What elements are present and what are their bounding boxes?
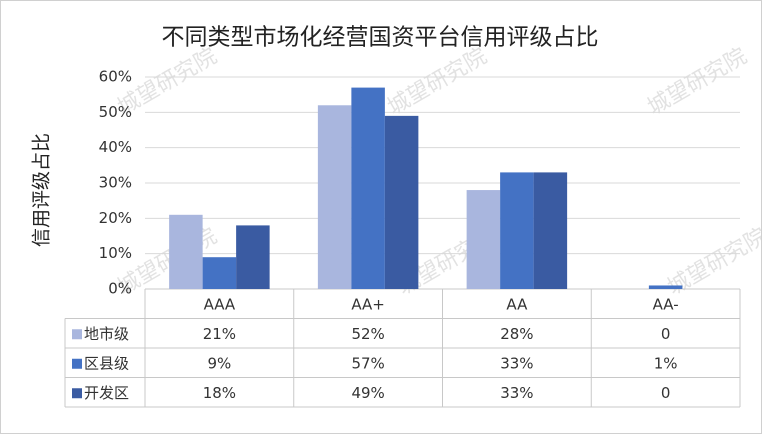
bar [466, 190, 501, 289]
x-tick-label: AA- [653, 295, 679, 313]
table-value: 0 [661, 325, 671, 343]
x-tick-label: AA+ [351, 295, 385, 313]
bar [317, 105, 352, 290]
y-axis-title: 信用评级占比 [31, 133, 53, 247]
bar [384, 115, 419, 289]
bar [351, 87, 385, 289]
y-tick-label: 50% [99, 103, 132, 121]
table-value: 28% [500, 325, 533, 343]
y-tick-label: 10% [99, 244, 132, 262]
table-value: 9% [207, 354, 231, 372]
bar [533, 172, 568, 289]
y-tick-label: 60% [99, 68, 132, 86]
legend-label: 地市级 [84, 325, 129, 343]
bar [500, 172, 534, 289]
legend-swatch [72, 388, 82, 399]
legend-label: 开发区 [84, 384, 129, 402]
table-value: 52% [351, 325, 384, 343]
bar [202, 257, 237, 289]
y-tick-label: 20% [99, 209, 132, 227]
table-value: 18% [203, 384, 236, 402]
x-tick-label: AAA [204, 295, 236, 313]
table-value: 33% [500, 384, 533, 402]
bar [236, 225, 270, 289]
legend-label: 区县级 [84, 354, 129, 372]
bar [648, 285, 683, 289]
y-tick-label: 40% [99, 138, 132, 156]
y-tick-label: 0% [108, 280, 132, 298]
chart-title: 不同类型市场化经营国资平台信用评级占比 [162, 25, 599, 51]
table-value: 57% [351, 354, 384, 372]
bar [169, 214, 203, 289]
legend-swatch [72, 358, 82, 369]
table-value: 1% [654, 354, 678, 372]
x-tick-label: AA [506, 295, 528, 313]
table-value: 0 [661, 384, 671, 402]
legend-swatch [72, 329, 82, 340]
table-value: 49% [351, 384, 384, 402]
y-tick-label: 30% [99, 174, 132, 192]
table-value: 21% [203, 325, 236, 343]
table-value: 33% [500, 354, 533, 372]
